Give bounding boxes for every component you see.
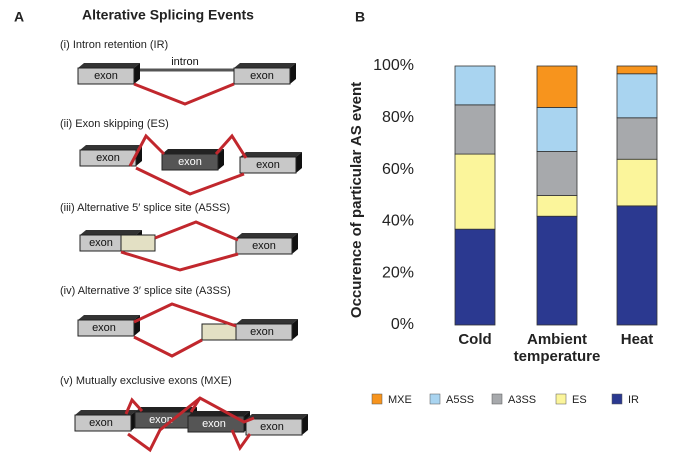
legend-swatch [612, 394, 622, 404]
exon-label: exon [202, 418, 226, 430]
event-label: (iii) Alternative 5′ splice site (A5SS) [60, 202, 230, 214]
exon-label: exon [250, 326, 274, 338]
splice-line [121, 252, 238, 270]
exon-label: exon [89, 237, 113, 249]
legend-swatch [430, 394, 440, 404]
bar-segment [617, 206, 657, 325]
bar-segment [617, 66, 657, 74]
exon-label: exon [256, 159, 280, 171]
bar-segment [617, 118, 657, 159]
intron-label: intron [171, 56, 199, 68]
x-tick-label: Cold [430, 331, 520, 348]
legend-swatch [372, 394, 382, 404]
event-label: (ii) Exon skipping (ES) [60, 118, 169, 130]
splice-line [155, 222, 238, 240]
panel-letter: B [355, 9, 365, 25]
bar-segment [455, 154, 495, 229]
bar-segment [537, 216, 577, 325]
y-axis-title: Occurence of particular AS event [348, 82, 365, 318]
legend-swatch [556, 394, 566, 404]
bar-segment [537, 107, 577, 151]
bar-segment [455, 105, 495, 154]
bar-segment [617, 74, 657, 118]
bar-segment [537, 196, 577, 217]
alt-region [121, 235, 155, 251]
x-tick-label: Ambient temperature [512, 331, 602, 365]
legend-swatch [492, 394, 502, 404]
y-tick-label: 60% [382, 161, 414, 178]
splice-line [136, 168, 244, 194]
y-tick-label: 0% [391, 316, 414, 333]
event-label: (i) Intron retention (IR) [60, 39, 168, 51]
splice-line [134, 304, 236, 326]
event-label: (v) Mutually exclusive exons (MXE) [60, 375, 232, 387]
bar-segment [537, 66, 577, 107]
y-tick-label: 20% [382, 264, 414, 281]
exon-label: exon [250, 70, 274, 82]
exon-label: exon [96, 152, 120, 164]
legend-label: A5SS [446, 394, 474, 406]
event-label: (iv) Alternative 3′ splice site (A3SS) [60, 285, 231, 297]
panel-letter: A [14, 9, 24, 25]
legend-label: MXE [388, 394, 412, 406]
legend-label: ES [572, 394, 587, 406]
y-tick-label: 80% [382, 109, 414, 126]
exon-label: exon [178, 156, 202, 168]
figure: A Alterative Splicing Events (i) Intron … [0, 0, 687, 455]
figure-canvas: A Alterative Splicing Events (i) Intron … [0, 0, 687, 455]
exon-label: exon [89, 417, 113, 429]
splice-line [134, 84, 234, 104]
y-tick-label: 100% [373, 57, 414, 74]
splice-line [134, 337, 202, 356]
y-tick-label: 40% [382, 213, 414, 230]
legend-label: IR [628, 394, 639, 406]
bar-segment [537, 151, 577, 195]
bar-segment [617, 159, 657, 206]
x-tick-label: Heat [592, 331, 682, 348]
exon-label: exon [94, 70, 118, 82]
exon-label: exon [92, 322, 116, 334]
bar-segment [455, 229, 495, 325]
bar-segment [455, 66, 495, 105]
panel-title: Alterative Splicing Events [82, 7, 254, 23]
exon-label: exon [260, 421, 284, 433]
legend-label: A3SS [508, 394, 536, 406]
exon-label: exon [252, 240, 276, 252]
